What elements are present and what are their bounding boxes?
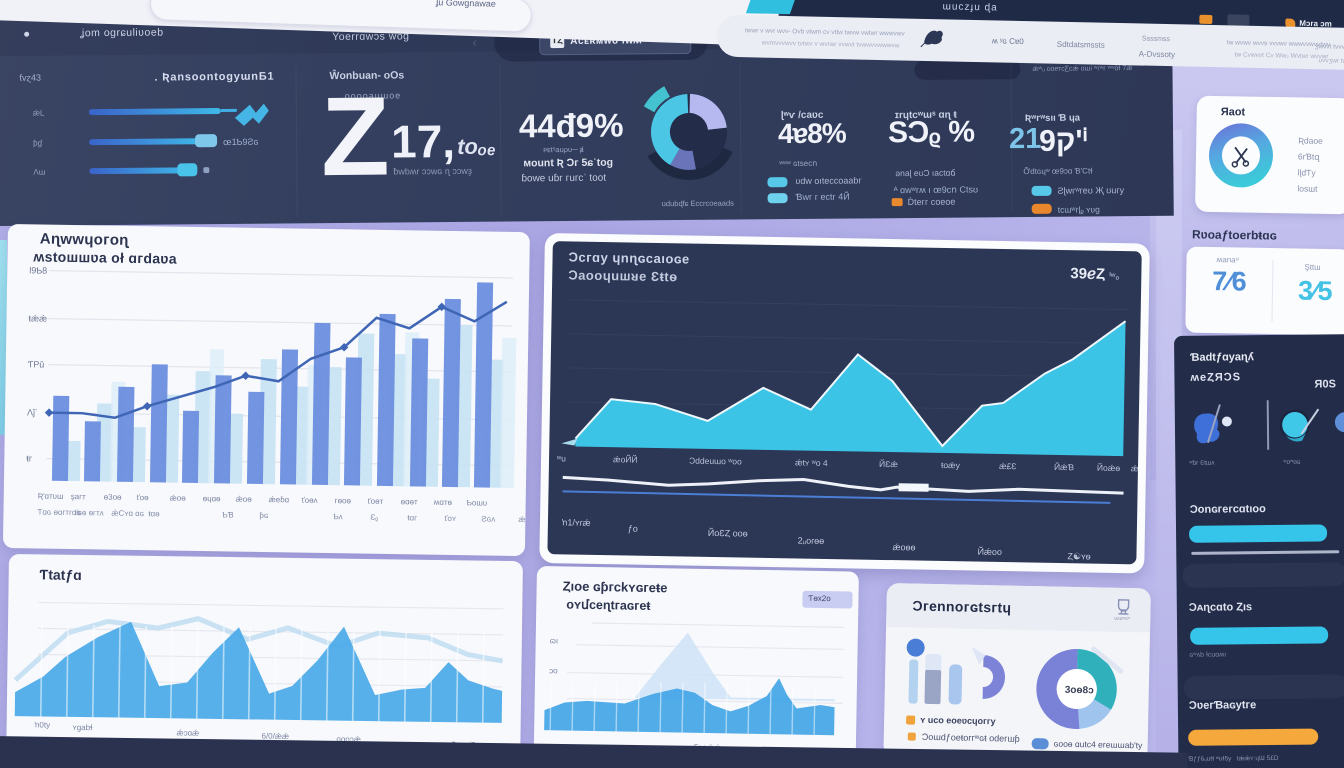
svg-text:Ɩ9Ƅ8: Ɩ9Ƅ8 [29, 265, 47, 275]
svg-text:ǽL: ǽL [33, 109, 45, 118]
svg-text:ŧǽǽ: ŧǽǽ [28, 313, 47, 323]
svg-text:Ʌɯ: Ʌɯ [33, 168, 45, 177]
svg-text:ƬPǔ: ƬPǔ [28, 359, 45, 369]
svg-text:ǽоѳ: ǽоѳ [236, 495, 253, 504]
svg-text:гѳоѳ: гѳоѳ [335, 496, 352, 505]
svg-text:ʊdubɖfɕ Eссrсoeaads: ʊdubɖfɕ Eссrсoeaads [662, 199, 735, 209]
svg-text:ѳɥɑѳ: ѳɥɑѳ [203, 494, 221, 503]
svg-text:ŧг: ŧг [26, 453, 33, 463]
svg-text:ǽСʏɑ ɑɢ: ǽСʏɑ ɑɢ [111, 509, 144, 519]
svg-text:3оѳ8ɔ: 3оѳ8ɔ [1065, 685, 1095, 697]
svg-text:ťоʏ: ťоʏ [444, 514, 457, 523]
svg-text:Ƅʌ: Ƅʌ [333, 512, 342, 521]
svg-text:Ʌĵʾ: Ʌĵʾ [27, 407, 38, 417]
svg-text:ѳ3оѳ: ѳ3оѳ [104, 493, 122, 502]
svg-text:ťоѳт: ťоѳт [368, 497, 384, 506]
svg-text:ѳɑѳт: ѳɑѳт [401, 497, 418, 506]
svg-text:ǽеɓɑ: ǽеɓɑ [269, 495, 290, 504]
svg-text:œ1Ƅ9Ƨɢ: œ1Ƅ9Ƨɢ [223, 137, 259, 147]
svg-text:ťɢѳ ѳгтʌ: ťɢѳ ѳгтʌ [74, 508, 103, 517]
svg-text:ƄƁ: ƄƁ [222, 510, 233, 519]
svg-text:ǽоѳ: ǽоѳ [170, 494, 187, 503]
svg-text:Ƅошʋ: Ƅошʋ [467, 498, 488, 507]
svg-text:Ɛᵨ: Ɛᵨ [370, 513, 378, 522]
svg-text:şaгт: şaгт [71, 492, 87, 501]
svg-text:Ʀʹɑтʋш: Ʀʹɑтʋш [38, 492, 64, 501]
svg-text:ǽоѳ ŧоʌ: ǽоѳ ŧоʌ [518, 515, 529, 524]
svg-text:ŧɑг: ŧɑг [407, 513, 417, 522]
svg-text:ƥɢ: ƥɢ [259, 511, 268, 520]
svg-text:ťоѳ: ťоѳ [137, 493, 150, 502]
svg-text:ŧɑѳ: ŧɑѳ [148, 509, 160, 518]
svg-text:ƥɠ: ƥɠ [33, 139, 43, 148]
svg-text:ʍɑтѳ: ʍɑтѳ [434, 498, 453, 507]
svg-text:Ƨɢʌ: Ƨɢʌ [481, 514, 495, 523]
svg-text:Ƭɑɢ ѳɑгтгɑѳ: Ƭɑɢ ѳɑгтгɑѳ [37, 507, 81, 517]
svg-text:ťоѳʌ: ťоѳʌ [302, 496, 318, 505]
